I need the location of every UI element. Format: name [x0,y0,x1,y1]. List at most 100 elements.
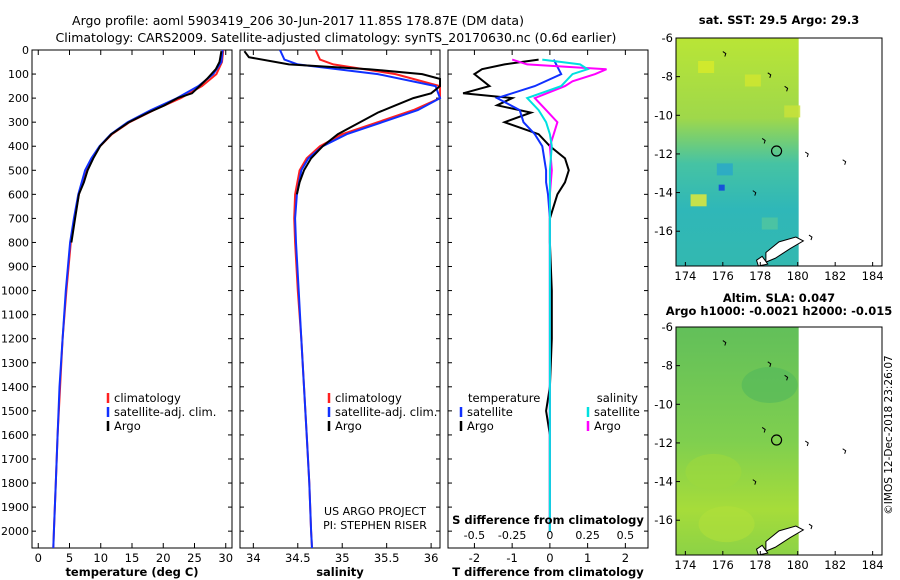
temperature-ytick-label: 1500 [1,405,29,418]
sst-texture [698,60,715,73]
sst-texture [761,217,778,230]
sla-texture [741,366,798,403]
temperature-ytick-label: 300 [8,116,29,129]
islet-icon [752,190,757,196]
temperature-xtick-label: 10 [93,551,108,565]
sla_map-frame [675,326,883,556]
temperature-ytick-label: 1800 [1,477,29,490]
sla_map-subtitle: Argo h1000: -0.0021 h2000: -0.015 [666,304,893,318]
sla_map-xtick-label: 184 [862,558,884,572]
difference-legend-title-temperature: temperature [468,391,540,405]
sst_map-field [676,38,799,266]
temperature-legend-label: Argo [114,419,141,433]
salinity-series-climatology [293,49,441,549]
temperature-xtick-label: 5 [66,551,73,565]
islet-icon [761,427,766,433]
sst_map-xtick-label: 184 [862,269,884,283]
difference-xtick2-label: 0.5 [617,529,635,542]
temperature-ytick-label: 700 [8,212,29,225]
temperature-ytick-label: 900 [8,261,29,274]
sst_map-ytick-label: -6 [662,31,673,45]
island-icon [765,236,805,263]
sst_map-xtick-label: 182 [824,269,846,283]
salinity-frame [239,49,441,549]
islet-icon [767,72,772,78]
islet-icon [842,448,847,454]
temperature-xtick-label: 0 [35,551,42,565]
sst_map-ytick-label: -14 [654,186,673,200]
sst-texture [716,163,733,176]
sst-texture [718,184,725,191]
difference-xtick2-label: -0.25 [498,529,526,542]
difference-temperature-legend-label: satellite [467,405,513,419]
temperature-panel: 0 5 10 15 20 25 300100200300400500600700800900… [1,44,233,579]
sst-texture [784,105,801,118]
salinity-xtick-label: 34.5 [285,551,311,565]
temperature-ytick-label: 500 [8,164,29,177]
temperature-series-climatology [52,49,225,549]
difference-temperature-legend-label: Argo [467,419,494,433]
sst_map-xtick-label: 180 [787,269,809,283]
salinity-xtick-label: 36 [424,551,439,565]
salinity-series-satellite-adj-clim- [279,49,442,549]
islet-icon [752,479,757,485]
salinity-xtick-label: 34 [246,551,261,565]
sst_map-ytick-label: -8 [662,70,673,84]
sst_map-ytick-label: -10 [654,108,673,122]
islet-icon [804,151,809,158]
salinity-panel: 34 34.5 35 35.5 36 salinity climatologysatelli… [239,49,442,579]
temperature-xtick-label: 20 [156,551,171,565]
difference-salinity-legend-label: Argo [594,419,621,433]
sla_map-ytick-label: -12 [654,436,673,450]
sla_map-argo-position-marker [770,434,783,446]
islet-icon [804,440,809,447]
temperature-ytick-label: 800 [8,236,29,249]
islet-icon [842,159,847,165]
sla_map-ytick-label: -16 [654,513,673,527]
temperature-ytick-label: 1900 [1,501,29,514]
difference-panel: -2 -1 0 1 2T difference from climatology temp… [447,49,649,579]
sst-texture [690,194,707,207]
difference-xlabel2: S difference from climatology [452,513,644,527]
temperature-series-satellite-adj-clim- [52,49,224,549]
temperature-legend-label: satellite-adj. clim. [114,405,216,419]
temperature-ytick-label: 1100 [1,309,29,322]
temperature-ytick-label: 1200 [1,333,29,346]
temperature-ytick-label: 400 [8,140,29,153]
temperature-ytick-label: 600 [8,188,29,201]
islet-icon [722,51,727,57]
credit-project: US ARGO PROJECT [324,505,426,518]
sst_map-xtick-label: 176 [712,269,734,283]
figure-title-line2: Climatology: CARS2009. Satellite-adjuste… [56,30,617,45]
figure-title-line1: Argo profile: aoml 5903419_206 30-Jun-20… [72,13,524,28]
credit-pi: PI: STEPHEN RISER [323,519,427,532]
temperature-ytick-label: 1300 [1,357,29,370]
sst_map-xtick-label: 174 [674,269,696,283]
islet-icon [808,234,813,241]
temperature-ytick-label: 1600 [1,429,29,442]
difference-xtick-label: -1 [506,551,517,565]
difference-xtick-label: 2 [622,551,629,565]
temperature-xlabel: temperature (deg C) [65,565,198,579]
salinity-legend-label: Argo [335,419,362,433]
salinity-series-argo [243,50,441,195]
difference-xtick-label: -2 [469,551,480,565]
temperature-ytick-label: 0 [22,44,29,57]
difference-xtick-label: 1 [584,551,591,565]
island-icon [765,525,805,552]
difference-salinity-legend-label: satellite [594,405,640,419]
temperature-ytick-label: 1400 [1,381,29,394]
difference-xtick2-label: -0.5 [464,529,485,542]
temperature-ytick-label: 1700 [1,453,29,466]
sla_map-title: Altim. SLA: 0.047 [723,291,835,305]
temperature-legend-label: climatology [114,391,181,405]
difference-series-temperature-argo [462,58,570,532]
islet-icon [784,85,789,92]
salinity-xlabel: salinity [316,565,364,579]
islet-icon [722,340,727,346]
sla_map-xtick-label: 182 [824,558,846,572]
salinity-legend-label: satellite-adj. clim. [335,405,437,419]
difference-xtick2-label: 0.25 [575,529,600,542]
